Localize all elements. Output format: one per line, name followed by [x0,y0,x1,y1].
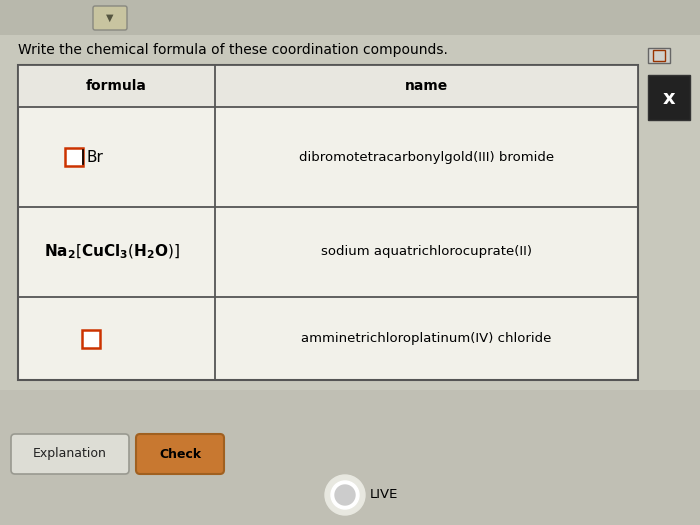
Circle shape [325,475,365,515]
Text: ▼: ▼ [106,13,113,23]
FancyBboxPatch shape [93,6,127,30]
Bar [648,48,670,63]
Text: Write the chemical formula of these coordination compounds.: Write the chemical formula of these coor… [18,43,448,57]
Bar [648,75,690,120]
Text: $\mathbf{Na_2\left[CuCl_3\left(H_2O\right)\right]}$: $\mathbf{Na_2\left[CuCl_3\left(H_2O\righ… [43,243,179,261]
Text: name: name [405,79,448,93]
Bar [653,50,665,61]
FancyBboxPatch shape [11,434,129,474]
FancyBboxPatch shape [136,434,224,474]
Bar [18,65,638,380]
Bar [82,330,100,348]
Text: formula: formula [86,79,147,93]
Text: dibromotetracarbonylgold(III) bromide: dibromotetracarbonylgold(III) bromide [299,151,554,163]
Bar [0,390,700,525]
Bar [18,65,638,107]
Text: x: x [663,89,676,108]
Text: Explanation: Explanation [33,447,107,460]
Text: Br: Br [87,150,104,164]
Circle shape [331,481,359,509]
Bar [0,0,700,35]
Bar [65,148,83,166]
Text: LIVE: LIVE [370,488,398,501]
Circle shape [335,485,355,505]
Text: amminetrichloroplatinum(IV) chloride: amminetrichloroplatinum(IV) chloride [301,332,552,345]
Text: Check: Check [159,447,201,460]
Text: sodium aquatrichlorocuprate(II): sodium aquatrichlorocuprate(II) [321,246,532,258]
